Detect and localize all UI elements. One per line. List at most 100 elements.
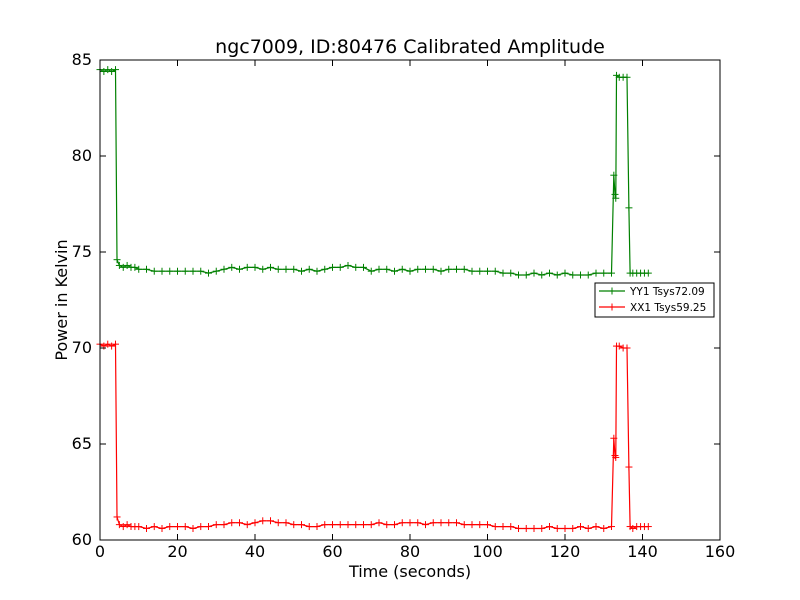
data-point: [453, 519, 460, 527]
data-point: [321, 265, 329, 273]
legend-label: YY1 Tsys72.09: [629, 286, 705, 298]
data-point: [220, 265, 228, 273]
data-point: [189, 524, 197, 532]
y-tick-label: 60: [72, 530, 92, 549]
data-point: [429, 265, 437, 273]
x-axis-label: Time (seconds): [348, 562, 471, 581]
data-point: [553, 271, 561, 279]
x-tick-label: 160: [705, 542, 736, 561]
data-point: [113, 513, 121, 521]
data-point: [123, 521, 131, 529]
data-point: [530, 524, 538, 532]
data-point: [205, 523, 212, 531]
data-point: [445, 265, 453, 273]
data-point: [644, 523, 652, 531]
data-point: [290, 265, 298, 273]
x-tick-label: 20: [167, 542, 187, 561]
data-point: [181, 523, 189, 531]
data-point: [166, 523, 174, 531]
x-tick-label: 0: [95, 542, 105, 561]
data-point: [143, 524, 150, 532]
data-point: [391, 521, 398, 529]
data-point: [460, 521, 468, 529]
data-point: [305, 523, 313, 531]
data-point: [569, 271, 577, 279]
data-point: [600, 269, 608, 277]
data-point: [267, 263, 274, 271]
legend: YY1 Tsys72.09 XX1 Tsys59.25: [594, 282, 715, 318]
data-point: [476, 521, 484, 529]
data-point: [236, 265, 243, 273]
data-point: [336, 263, 344, 271]
data-point: [615, 342, 623, 350]
data-point: [112, 66, 119, 74]
data-point: [367, 521, 375, 529]
data-point: [608, 523, 615, 531]
data-point: [515, 524, 522, 532]
data-point: [282, 519, 290, 527]
x-tick-label: 140: [627, 542, 658, 561]
data-point: [267, 517, 274, 525]
data-point: [398, 519, 406, 527]
data-point: [515, 271, 522, 279]
data-point: [608, 269, 615, 277]
data-point: [584, 524, 592, 532]
y-axis: 60 65 70 75 80 85: [72, 50, 720, 549]
data-point: [104, 66, 112, 74]
data-point: [282, 265, 290, 273]
data-point: [644, 269, 652, 277]
data-point: [612, 453, 620, 461]
data-point: [274, 519, 282, 527]
data-point: [625, 463, 633, 471]
data-point: [158, 267, 166, 275]
data-point: [491, 523, 499, 531]
data-point: [158, 524, 166, 532]
data-point: [197, 523, 205, 531]
data-point: [108, 68, 116, 76]
data-point: [612, 194, 620, 202]
data-point: [228, 519, 236, 527]
data-point: [123, 261, 131, 269]
legend-label: XX1 Tsys59.25: [630, 302, 706, 314]
data-point: [174, 267, 181, 275]
data-point: [181, 267, 189, 275]
data-point: [468, 267, 476, 275]
data-point: [499, 523, 507, 531]
legend-item: YY1 Tsys72.09: [599, 286, 705, 298]
series-1: [96, 66, 652, 279]
data-point: [298, 521, 305, 529]
x-tick-label: 80: [400, 542, 420, 561]
data-point: [197, 267, 205, 275]
data-point: [584, 271, 592, 279]
data-point: [460, 265, 468, 273]
data-point: [623, 73, 631, 81]
data-point: [422, 265, 429, 273]
data-point: [561, 524, 569, 532]
data-point: [577, 523, 584, 531]
data-point: [522, 271, 530, 279]
legend-item: XX1 Tsys59.25: [599, 302, 706, 314]
data-point: [375, 265, 383, 273]
data-point: [530, 269, 538, 277]
data-point: [546, 269, 553, 277]
data-point: [352, 263, 360, 271]
data-point: [113, 256, 121, 264]
data-point: [360, 263, 367, 271]
data-point: [135, 265, 143, 273]
data-point: [623, 344, 631, 352]
data-point: [212, 267, 220, 275]
data-point: [553, 524, 561, 532]
data-point: [251, 519, 259, 527]
data-point: [629, 524, 637, 532]
data-point: [507, 523, 515, 531]
data-point: [274, 265, 282, 273]
data-point: [119, 523, 127, 531]
chart-title: ngc7009, ID:80476 Calibrated Amplitude: [215, 36, 605, 58]
data-point: [383, 265, 391, 273]
data-point: [522, 524, 530, 532]
x-tick-label: 40: [245, 542, 265, 561]
data-point: [243, 521, 251, 529]
data-point: [453, 265, 460, 273]
data-point: [228, 263, 236, 271]
